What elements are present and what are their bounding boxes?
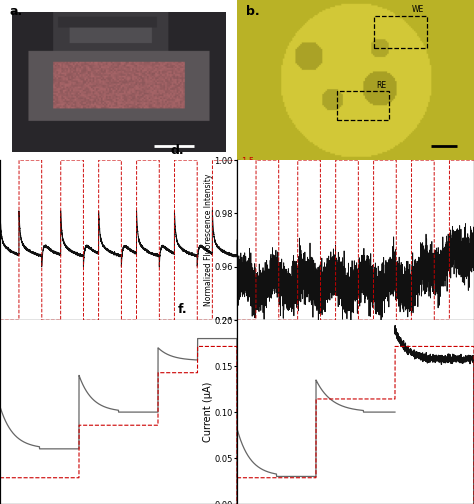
Text: RE: RE [376,81,386,90]
Bar [337,91,389,120]
Text: a.: a. [9,5,23,18]
X-axis label: Time (s): Time (s) [336,335,375,345]
Y-axis label: Normalized Fluorescence Intensity: Normalized Fluorescence Intensity [204,174,213,306]
Bar [374,16,427,48]
Text: WE: WE [412,6,424,15]
Text: f.: f. [178,303,187,316]
X-axis label: Time (s): Time (s) [99,335,138,345]
Y-axis label: Voltage (V): Voltage (V) [257,385,267,439]
Text: d.: d. [171,144,184,157]
Y-axis label: Voltage (V): Voltage (V) [264,213,274,267]
Y-axis label: Current (μA): Current (μA) [203,382,213,443]
Text: b.: b. [246,5,260,18]
